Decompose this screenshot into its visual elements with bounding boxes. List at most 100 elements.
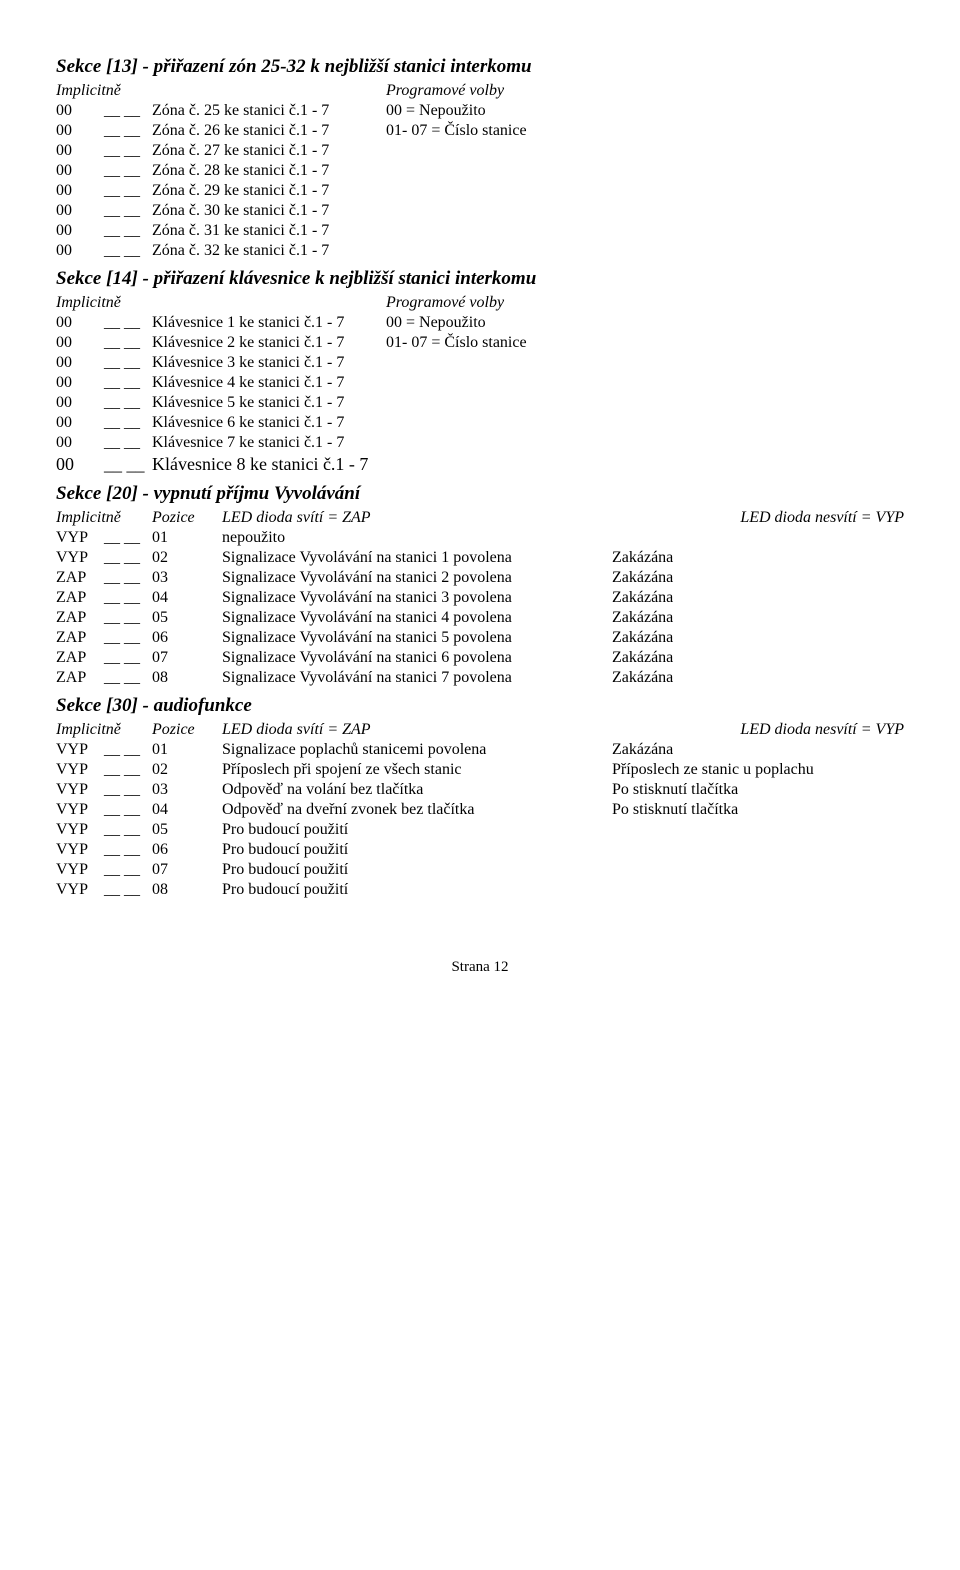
table-row: 00__ __Zóna č. 27 ke stanici č.1 - 7: [56, 142, 904, 160]
cell-desc: Klávesnice 6 ke stanici č.1 - 7: [152, 414, 386, 432]
section30-title: Sekce [30] - audiofunkce: [56, 695, 904, 717]
table-row: 00__ __Zóna č. 25 ke stanici č.1 - 700 =…: [56, 102, 904, 120]
cell-pozice: 03: [152, 569, 222, 587]
cell-led-on: Pro budoucí použití: [222, 821, 612, 839]
cell-led-on: Signalizace Vyvolávání na stanici 1 povo…: [222, 549, 612, 567]
cell-blank: __ __: [104, 741, 152, 759]
cell-implic: VYP: [56, 881, 104, 899]
cell-desc: Klávesnice 7 ke stanici č.1 - 7: [152, 434, 386, 452]
cell-implic: 00: [56, 182, 104, 200]
cell-blank: __ __: [104, 354, 152, 372]
cell-implic: 00: [56, 202, 104, 220]
cell-blank: __ __: [104, 629, 152, 647]
table-row: 00__ __Klávesnice 7 ke stanici č.1 - 7: [56, 434, 904, 452]
cell-pozice: 04: [152, 801, 222, 819]
cell-blank: __ __: [104, 374, 152, 392]
section14-title: Sekce [14] - přiřazení klávesnice k nejb…: [56, 268, 904, 290]
cell-implic: ZAP: [56, 649, 104, 667]
cell-led-on: Signalizace Vyvolávání na stanici 6 povo…: [222, 649, 612, 667]
cell-desc: Klávesnice 4 ke stanici č.1 - 7: [152, 374, 386, 392]
cell-blank: __ __: [104, 649, 152, 667]
cell-blank: __ __: [104, 182, 152, 200]
cell-implic: ZAP: [56, 629, 104, 647]
table-row: VYP__ __08Pro budoucí použití: [56, 881, 904, 899]
cell-blank: __ __: [104, 454, 152, 475]
cell-pozice: 06: [152, 841, 222, 859]
table-row: 00__ __Klávesnice 3 ke stanici č.1 - 7: [56, 354, 904, 372]
section13-hdr-right: Programové volby: [386, 82, 504, 100]
cell-blank: __ __: [104, 781, 152, 799]
section20-hdr-implic: Implicitně: [56, 509, 152, 527]
cell-led-on: Signalizace Vyvolávání na stanici 5 povo…: [222, 629, 612, 647]
cell-blank: __ __: [104, 162, 152, 180]
cell-pozice: 02: [152, 549, 222, 567]
table-row: 00__ __Klávesnice 5 ke stanici č.1 - 7: [56, 394, 904, 412]
cell-desc: Zóna č. 30 ke stanici č.1 - 7: [152, 202, 386, 220]
table-row: 00__ __Zóna č. 31 ke stanici č.1 - 7: [56, 222, 904, 240]
cell-desc: Klávesnice 1 ke stanici č.1 - 7: [152, 314, 386, 332]
cell-implic: ZAP: [56, 609, 104, 627]
cell-implic: 00: [56, 454, 104, 475]
section30-header-row: Implicitně Pozice LED dioda svítí = ZAP …: [56, 721, 904, 739]
table-row: 00__ __Klávesnice 8 ke stanici č.1 - 7: [56, 454, 904, 475]
section20-header-row: Implicitně Pozice LED dioda svítí = ZAP …: [56, 509, 904, 527]
section13-title: Sekce [13] - přiřazení zón 25-32 k nejbl…: [56, 56, 904, 78]
cell-pozice: 05: [152, 609, 222, 627]
table-row: 00__ __Zóna č. 29 ke stanici č.1 - 7: [56, 182, 904, 200]
cell-implic: 00: [56, 414, 104, 432]
cell-desc: Zóna č. 27 ke stanici č.1 - 7: [152, 142, 386, 160]
cell-desc: Zóna č. 29 ke stanici č.1 - 7: [152, 182, 386, 200]
cell-led-on: Odpověď na dveřní zvonek bez tlačítka: [222, 801, 612, 819]
cell-implic: 00: [56, 242, 104, 260]
table-row: ZAP__ __06Signalizace Vyvolávání na stan…: [56, 629, 904, 647]
cell-blank: __ __: [104, 821, 152, 839]
cell-implic: ZAP: [56, 569, 104, 587]
table-row: 00__ __Zóna č. 30 ke stanici č.1 - 7: [56, 202, 904, 220]
table-row: VYP__ __02Signalizace Vyvolávání na stan…: [56, 549, 904, 567]
cell-implic: ZAP: [56, 589, 104, 607]
table-row: VYP__ __01Signalizace poplachů stanicemi…: [56, 741, 904, 759]
cell-led-off: Zakázána: [612, 589, 904, 607]
cell-led-on: Pro budoucí použití: [222, 841, 612, 859]
cell-led-on: Signalizace Vyvolávání na stanici 3 povo…: [222, 589, 612, 607]
table-row: VYP__ __03Odpověď na volání bez tlačítka…: [56, 781, 904, 799]
cell-implic: VYP: [56, 781, 104, 799]
cell-led-on: Odpověď na volání bez tlačítka: [222, 781, 612, 799]
cell-blank: __ __: [104, 414, 152, 432]
cell-desc: Zóna č. 28 ke stanici č.1 - 7: [152, 162, 386, 180]
cell-blank: __ __: [104, 394, 152, 412]
cell-led-on: Signalizace poplachů stanicemi povolena: [222, 741, 612, 759]
cell-blank: __ __: [104, 529, 152, 547]
cell-led-off: Zakázána: [612, 549, 904, 567]
cell-desc: Klávesnice 8 ke stanici č.1 - 7: [152, 454, 386, 475]
cell-blank: __ __: [104, 861, 152, 879]
cell-pozice: 02: [152, 761, 222, 779]
cell-implic: 00: [56, 162, 104, 180]
cell-implic: VYP: [56, 821, 104, 839]
cell-desc: Zóna č. 26 ke stanici č.1 - 7: [152, 122, 386, 140]
cell-pozice: 07: [152, 861, 222, 879]
cell-blank: __ __: [104, 881, 152, 899]
table-row: 00__ __Zóna č. 32 ke stanici č.1 - 7: [56, 242, 904, 260]
section20-rows: VYP__ __01nepoužitoVYP__ __02Signalizace…: [56, 529, 904, 687]
section30-hdr-on: LED dioda svítí = ZAP: [222, 721, 612, 739]
section20-hdr-on: LED dioda svítí = ZAP: [222, 509, 612, 527]
cell-implic: ZAP: [56, 669, 104, 687]
table-row: 00__ __Klávesnice 2 ke stanici č.1 - 701…: [56, 334, 904, 352]
cell-blank: __ __: [104, 314, 152, 332]
cell-pozice: 06: [152, 629, 222, 647]
cell-led-on: nepoužito: [222, 529, 612, 547]
cell-blank: __ __: [104, 142, 152, 160]
cell-implic: 00: [56, 314, 104, 332]
section20-hdr-pozice: Pozice: [152, 509, 222, 527]
cell-led-off: Zakázána: [612, 569, 904, 587]
table-row: 00__ __Zóna č. 26 ke stanici č.1 - 701- …: [56, 122, 904, 140]
cell-opts: 00 = Nepoužito: [386, 314, 904, 332]
cell-implic: 00: [56, 102, 104, 120]
cell-led-on: Příposlech při spojení ze všech stanic: [222, 761, 612, 779]
cell-led-off: Zakázána: [612, 609, 904, 627]
table-row: ZAP__ __03Signalizace Vyvolávání na stan…: [56, 569, 904, 587]
cell-led-on: Signalizace Vyvolávání na stanici 7 povo…: [222, 669, 612, 687]
cell-pozice: 04: [152, 589, 222, 607]
table-row: 00__ __Klávesnice 1 ke stanici č.1 - 700…: [56, 314, 904, 332]
